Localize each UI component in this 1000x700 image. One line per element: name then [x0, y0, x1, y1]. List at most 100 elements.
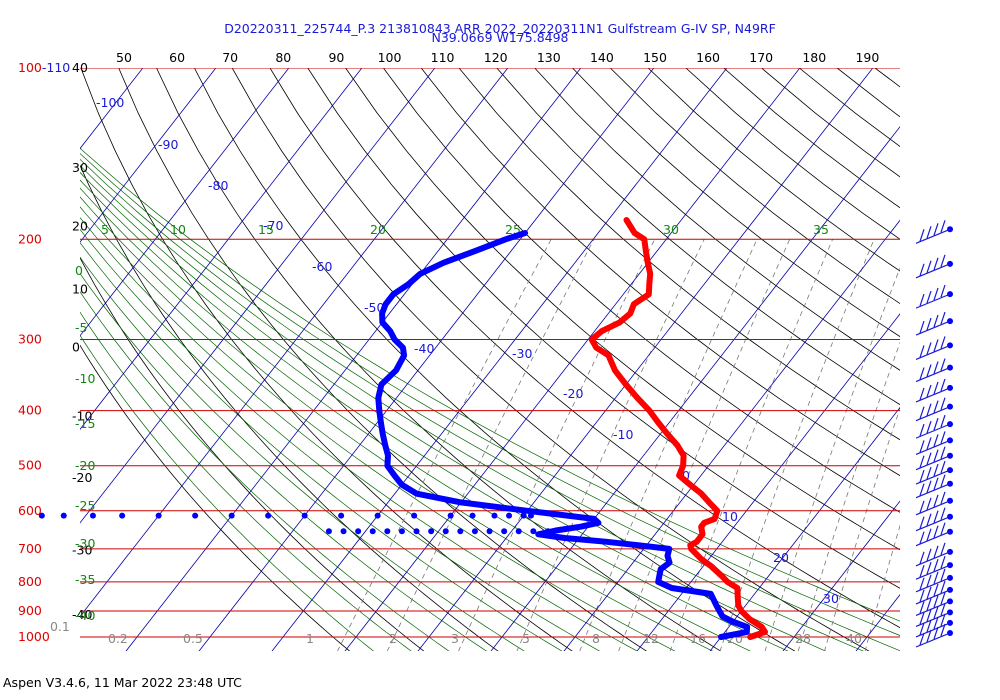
wind-barb-staff: [915, 551, 951, 567]
wind-barb-feather: [940, 522, 946, 535]
chart-title-line1: D20220311_225744_P.3 213810843 ARR 2022_…: [224, 21, 776, 36]
mixing-ratio-label: 8: [592, 631, 600, 646]
left-edge-label: 0: [75, 263, 83, 278]
theta-e-label: 10: [170, 222, 186, 237]
top-axis-label: 140: [590, 50, 614, 65]
wind-barb-feather: [940, 358, 946, 371]
isotherm-label: -20: [563, 386, 583, 401]
wind-barb-feather: [919, 577, 925, 591]
wind-barb-feather: [940, 284, 946, 298]
mixing-ratio-label: 0.1: [50, 619, 70, 634]
isotherm-label: 10: [722, 509, 738, 524]
isotherm-label: -100: [96, 95, 124, 110]
mixing-ratio-label: 3: [451, 631, 459, 646]
wind-barb-feather: [940, 397, 946, 410]
isotherm-line: [80, 68, 509, 618]
wind-barb-feather: [933, 606, 939, 619]
wind-barb-feather: [926, 260, 932, 274]
isotherm-label: -70: [263, 218, 283, 233]
theta-e-label: 30: [663, 222, 679, 237]
isotherm-line: [782, 500, 900, 651]
wind-barb: [915, 474, 953, 499]
wind-barb-feather: [926, 403, 932, 416]
left-edge-label: -20: [75, 458, 95, 473]
left-scale-label: -30: [72, 543, 92, 558]
isotherm-line: [271, 68, 728, 651]
wind-barb-feather: [940, 431, 946, 444]
wind-barb-feather: [940, 580, 946, 594]
wind-barb: [915, 254, 953, 279]
mixing-ratio-line: [618, 239, 791, 651]
top-axis-label: 180: [802, 50, 826, 65]
wind-barb-feather: [919, 455, 925, 468]
dewpoint-outlier-point: [325, 528, 332, 535]
footer-version: Aspen V3.4.6, 11 Mar 2022 23:48 UTC: [3, 675, 242, 690]
isotherm-line: [563, 219, 900, 651]
top-axis-label: 60: [169, 50, 185, 65]
wind-barb-staff: [915, 387, 951, 403]
left-edge-label: -10: [75, 371, 95, 386]
temperature-profile-line: [588, 217, 768, 640]
wind-barb-feather: [919, 263, 925, 277]
wind-barb-feather: [926, 586, 932, 600]
wind-barb-feather: [926, 420, 932, 434]
wind-barb: [915, 378, 953, 403]
wind-barb-feather: [933, 449, 939, 462]
wind-barb-feather: [919, 551, 925, 565]
wind-barb-staff: [915, 423, 951, 439]
wind-barb-feather: [933, 434, 939, 447]
wind-barb-feather: [919, 500, 925, 513]
left-scale-label: -10: [72, 409, 92, 424]
dry-adiabat-line: [913, 68, 1000, 651]
wind-barb-feather: [940, 378, 946, 392]
left-edge-label: -15: [75, 416, 95, 431]
dewpoint-outlier-point: [501, 528, 508, 535]
top-axis-label: 160: [696, 50, 720, 65]
moist-adiabat-line: [80, 272, 488, 651]
wind-barb-feather: [933, 595, 939, 608]
wind-barb-feather: [919, 531, 925, 544]
isotherm-label: 30: [823, 591, 839, 606]
wind-barb: [915, 555, 953, 580]
left-edge-label: -5: [75, 320, 87, 335]
dewpoint-outlier-point: [486, 528, 493, 535]
wind-barb-staff: [915, 577, 951, 593]
dewpoint-outlier-point: [520, 512, 527, 519]
pressure-label: 800: [18, 574, 42, 589]
wind-barb-feather: [926, 548, 932, 562]
dewpoint-outlier-point: [301, 512, 308, 519]
wind-barb: [915, 522, 953, 547]
dewpoint-outlier-point: [89, 512, 96, 519]
dewpoint-outlier-point: [442, 528, 449, 535]
pressure-label: 900: [18, 603, 42, 618]
dry-adiabat-line: [383, 68, 900, 513]
wind-barb: [915, 431, 953, 455]
wind-barb-feather: [933, 361, 939, 374]
dewpoint-outlier-point: [369, 528, 376, 535]
wind-barb-feather: [919, 440, 925, 453]
wind-barb-feather: [919, 564, 925, 578]
wind-barb-feather: [919, 622, 925, 636]
wind-barb-feather: [919, 632, 925, 646]
wind-barb-feather: [926, 497, 932, 510]
left-scale-label: -40: [72, 607, 92, 622]
isotherm-label: 20: [773, 550, 789, 565]
wind-barb-feather: [926, 561, 932, 575]
wind-barb-feather: [919, 469, 925, 483]
dewpoint-outlier-point: [119, 512, 126, 519]
mixing-ratio-line: [669, 239, 833, 651]
mixing-ratio-line: [386, 239, 595, 651]
mixing-ratio-label: 12: [643, 631, 659, 646]
dewpoint-outlier-point: [471, 528, 478, 535]
pressure-label: 700: [18, 541, 42, 556]
wind-barb-staff: [915, 632, 951, 648]
mixing-ratio-line: [824, 407, 900, 651]
wind-barb-feather: [919, 229, 925, 242]
wind-barb-feather: [940, 623, 946, 637]
wind-barb-feather: [933, 571, 939, 585]
dewpoint-outlier-point: [411, 512, 418, 519]
dewpoint-outlier-point: [413, 528, 420, 535]
wind-barb: [915, 580, 953, 605]
left-scale-label: 0: [72, 340, 80, 355]
